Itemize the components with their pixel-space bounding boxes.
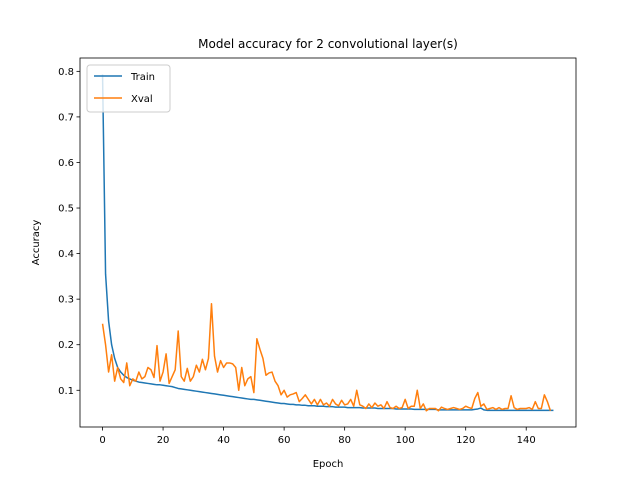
plot-frame (79, 57, 577, 428)
legend-box (86, 64, 171, 113)
y-tick-label: 0.5 (58, 204, 74, 215)
x-tick-label: 100 (396, 435, 415, 446)
axes-layer (79, 57, 577, 428)
legend: Train Xval (86, 64, 171, 113)
plot-area (80, 58, 576, 427)
y-tick-label: 0.3 (58, 295, 74, 306)
x-tick-label: 40 (217, 435, 230, 446)
x-tick-label: 60 (278, 435, 291, 446)
x-axis-ticks: 0 20 40 60 80 100 120 140 (99, 427, 536, 446)
x-tick-label: 20 (157, 435, 170, 446)
y-tick-label: 0.8 (58, 67, 74, 78)
x-tick-label: 0 (99, 435, 105, 446)
y-axis-ticks: 0.1 0.2 0.3 0.4 0.5 0.6 0.7 0.8 (58, 67, 80, 397)
chart-title: Model accuracy for 2 convolutional layer… (198, 37, 458, 51)
y-axis-label: Accuracy (31, 220, 42, 266)
series-layer (101, 74, 554, 412)
y-tick-label: 0.7 (58, 112, 74, 123)
y-tick-label: 0.4 (58, 249, 74, 260)
y-tick-label: 0.1 (58, 386, 74, 397)
x-tick-label: 120 (456, 435, 475, 446)
series-line-train (101, 74, 554, 412)
x-tick-label: 140 (517, 435, 536, 446)
y-tick-label: 0.6 (58, 158, 74, 169)
x-axis-label: Epoch (313, 459, 344, 470)
series-line-xval (101, 302, 552, 412)
x-tick-label: 80 (338, 435, 351, 446)
legend-label-train: Train (130, 72, 155, 83)
legend-label-xval: Xval (131, 94, 153, 105)
y-tick-label: 0.2 (58, 340, 74, 351)
